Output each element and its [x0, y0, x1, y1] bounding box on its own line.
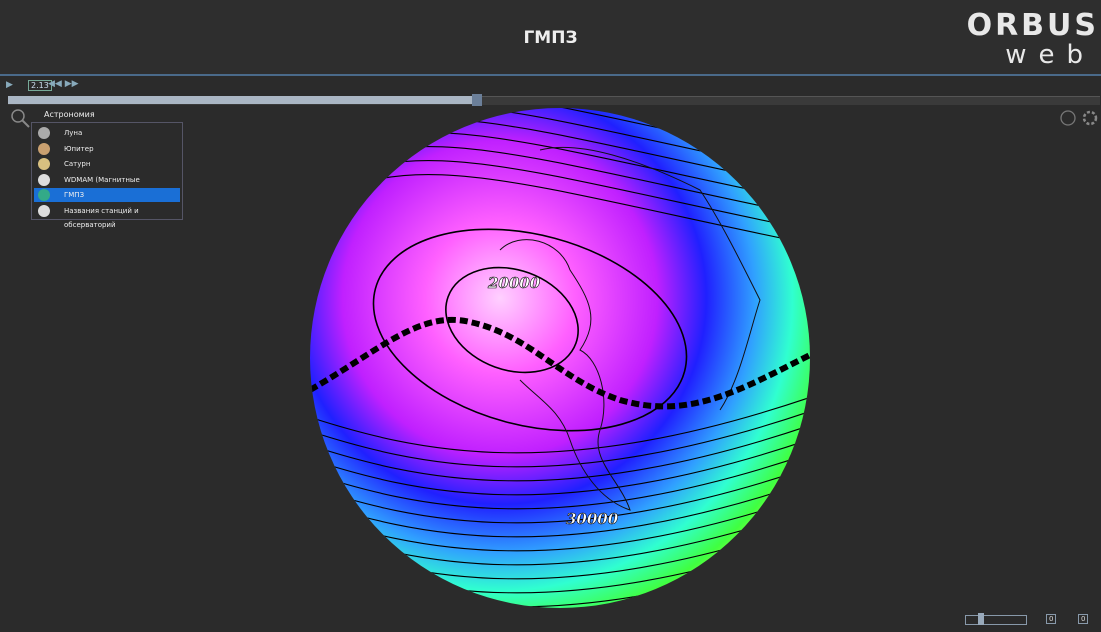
- field[interactable]: 0: [1046, 614, 1056, 624]
- layer-icon: [38, 174, 50, 186]
- contour-line: [300, 408, 820, 467]
- page: ГМПЗ ORBUS web ▶ 2.13 ◀◀ ▶▶ Астрономия Л…: [0, 0, 1101, 632]
- contour-line: [300, 464, 820, 523]
- contour-line: [300, 604, 820, 632]
- menu-label: Юпитер: [64, 145, 94, 153]
- zoom-knob[interactable]: [978, 613, 984, 625]
- contour-line: [300, 436, 820, 495]
- menu-item[interactable]: Луна: [34, 126, 180, 140]
- contours: [300, 0, 820, 632]
- layer-icon: [38, 189, 50, 201]
- logo-sub: web: [1005, 40, 1095, 70]
- globe: [310, 108, 810, 608]
- contour-line: [300, 119, 820, 190]
- contour-line: [540, 147, 760, 410]
- magnetic-equator: [310, 320, 810, 407]
- menu-item[interactable]: WDMAM (Магнитные аномалии): [34, 173, 180, 187]
- globe-view: 20000 30000: [0, 0, 1101, 632]
- layer-icon: [38, 158, 50, 170]
- contour-line: [300, 105, 820, 176]
- logo: ORBUS: [967, 8, 1099, 43]
- contour-line: [300, 562, 820, 621]
- contour-line: [300, 77, 820, 148]
- contour-label: 20000: [487, 274, 541, 292]
- timeline-fill: [8, 96, 478, 104]
- contour-line: [500, 240, 630, 510]
- contour-line: [300, 478, 820, 537]
- contour-line: [300, 161, 820, 232]
- menu-item[interactable]: Названия станций и обсерваторий: [34, 204, 180, 218]
- contour-line: [300, 590, 820, 632]
- contour-line: [351, 197, 709, 463]
- zoom-slider[interactable]: [965, 615, 1027, 625]
- contour-line: [300, 147, 820, 218]
- contour-label: 30000: [566, 510, 619, 528]
- contour-line: [300, 133, 820, 204]
- layer-icon: [38, 143, 50, 155]
- layer-menu: Луна Юпитер Сатурн WDMAM (Магнитные аномали…: [31, 122, 183, 220]
- contour-line: [300, 175, 820, 246]
- timeline-knob[interactable]: [472, 94, 482, 106]
- layer-icon: [38, 205, 50, 217]
- search-icon[interactable]: [10, 108, 32, 130]
- menu-label: Названия станций и обсерваторий: [64, 207, 139, 229]
- layer-icon: [38, 127, 50, 139]
- step-buttons[interactable]: ◀◀ ▶▶: [48, 79, 79, 89]
- contour-line: [300, 506, 820, 565]
- title: ГМПЗ: [0, 28, 1101, 48]
- contour-line: [300, 492, 820, 551]
- menu-label: Сатурн: [64, 160, 90, 168]
- menu-item[interactable]: Юпитер: [34, 142, 180, 156]
- contour-line: [300, 450, 820, 509]
- menu-label: Луна: [64, 129, 82, 137]
- menu-label: ГМПЗ: [64, 191, 84, 199]
- contour-line: [300, 520, 820, 579]
- contour-line: [300, 394, 820, 453]
- menu-item[interactable]: Сатурн: [34, 157, 180, 171]
- menu-root[interactable]: Астрономия: [44, 110, 95, 119]
- view-icons[interactable]: [1058, 108, 1100, 130]
- contour-line: [300, 548, 820, 607]
- play-controls[interactable]: ▶: [6, 80, 13, 90]
- contour-line: [431, 250, 593, 390]
- field[interactable]: 0: [1078, 614, 1088, 624]
- menu-item[interactable]: ГМПЗ: [34, 188, 180, 202]
- contour-line: [300, 422, 820, 481]
- contour-line: [300, 534, 820, 593]
- contour-line: [300, 576, 820, 632]
